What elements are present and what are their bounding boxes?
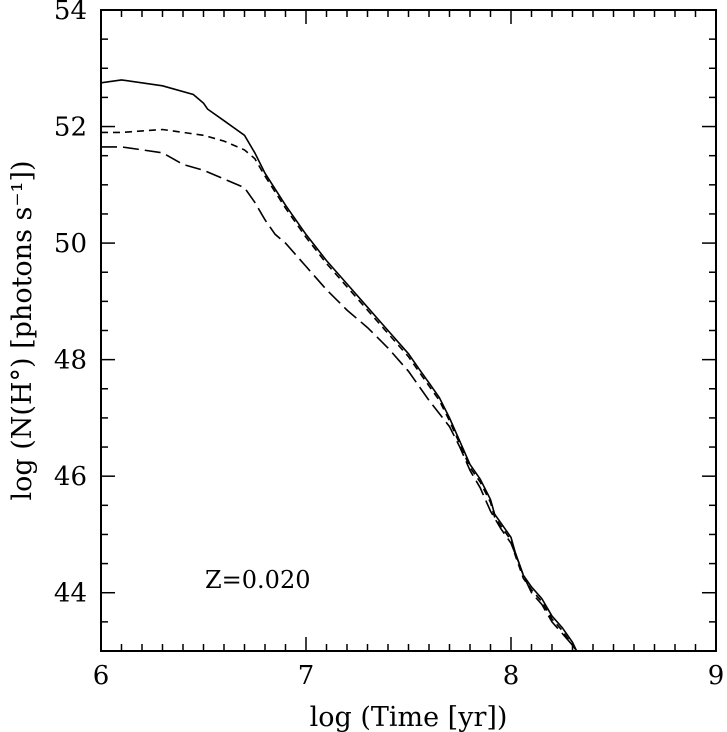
x-tick-label: 7 bbox=[298, 661, 315, 691]
y-tick-label: 44 bbox=[54, 579, 87, 609]
series-line-short-dash bbox=[101, 128, 578, 652]
x-tick-label: 8 bbox=[503, 661, 520, 691]
series-line-long-dash bbox=[101, 146, 578, 652]
tick-labels: 6 7 8 9 44 46 48 50 52 54 bbox=[54, 0, 724, 691]
y-axis-label: log (N(H°) [photons s⁻¹]) bbox=[7, 160, 38, 500]
y-tick-label: 54 bbox=[54, 0, 87, 26]
series-line-solid bbox=[100, 79, 578, 652]
y-tick-label: 46 bbox=[54, 462, 87, 492]
y-tick-label: 52 bbox=[54, 113, 87, 143]
series-layer bbox=[100, 79, 578, 652]
plot-frame bbox=[100, 9, 717, 652]
y-tick-label: 48 bbox=[54, 346, 87, 376]
x-tick-label: 9 bbox=[708, 661, 725, 691]
x-tick-label: 6 bbox=[93, 661, 110, 691]
x-axis-label: log (Time [yr]) bbox=[310, 702, 508, 732]
axis-ticks bbox=[100, 9, 717, 652]
y-tick-label: 50 bbox=[54, 229, 87, 259]
metallicity-annotation: Z=0.020 bbox=[205, 566, 311, 594]
